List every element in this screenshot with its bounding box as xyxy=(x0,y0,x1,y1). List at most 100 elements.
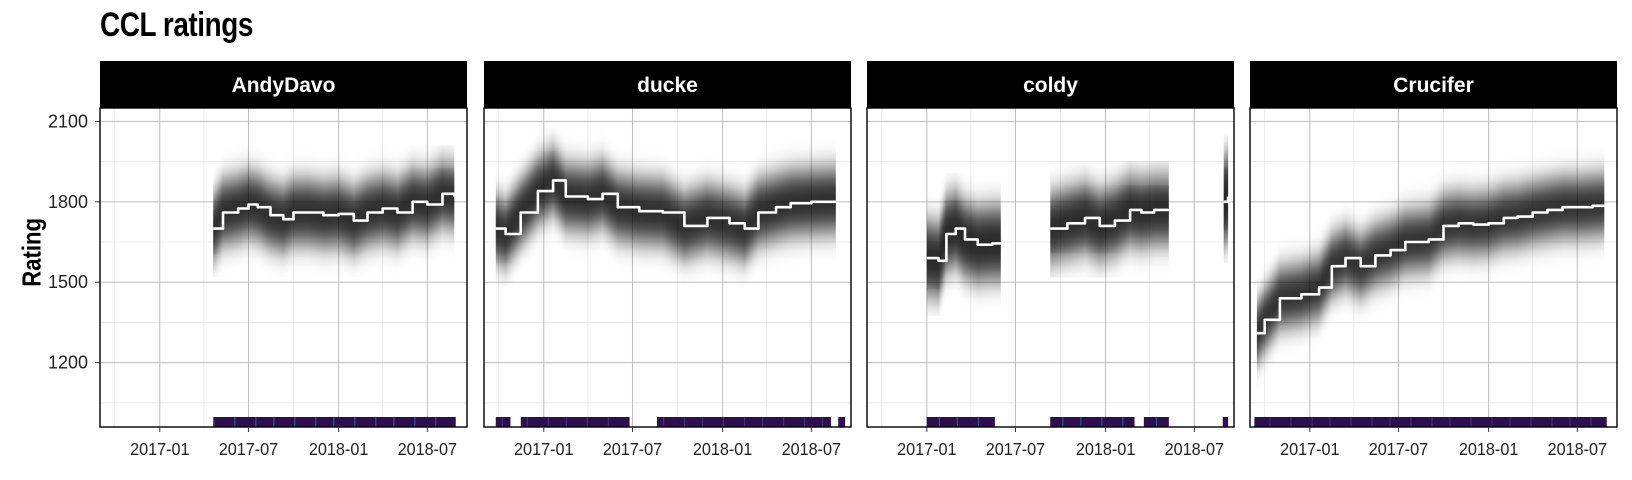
rating-uncertainty-core xyxy=(1050,195,1169,244)
game-rug xyxy=(495,417,511,427)
game-rug-tick xyxy=(1350,417,1352,427)
game-rug xyxy=(656,417,831,427)
game-rug-tick xyxy=(1101,417,1103,427)
game-rug-tick xyxy=(1491,417,1493,427)
game-rug-tick xyxy=(1410,417,1412,427)
game-rug-tick xyxy=(435,417,437,427)
game-rug-tick xyxy=(607,417,609,427)
game-rug-tick xyxy=(501,417,503,427)
game-rug-tick xyxy=(683,417,686,427)
rating-line-1 xyxy=(926,227,1001,263)
game-rug-tick xyxy=(1311,417,1313,427)
x-tick-label: 2017-01 xyxy=(1280,439,1339,459)
game-rug-tick xyxy=(1080,417,1082,427)
x-tick-label: 2017-01 xyxy=(897,439,956,459)
game-rug-tick xyxy=(782,417,785,427)
x-tick-label: 2018-07 xyxy=(1165,439,1224,459)
x-tick-label: 2017-01 xyxy=(514,439,573,459)
rating-line-1 xyxy=(1256,204,1606,335)
game-rug-tick xyxy=(1509,417,1511,427)
game-rug-tick xyxy=(354,417,356,427)
panel-background xyxy=(484,108,851,427)
game-rug-tick xyxy=(526,417,528,427)
game-rug xyxy=(926,417,995,427)
game-rug-tick xyxy=(213,417,215,427)
x-tick-label: 2018-01 xyxy=(1076,439,1135,459)
facet-panel-coldy: coldy 2017-01 2017-07 2018-01 2018-07 xyxy=(866,61,1235,459)
x-tick-label: 2018-01 xyxy=(1459,439,1518,459)
x-tick-label: 2017-07 xyxy=(986,439,1045,459)
y-tick-label: 1500 xyxy=(48,272,88,292)
game-rug-tick xyxy=(1449,417,1451,427)
x-tick-label: 2018-07 xyxy=(1548,439,1607,459)
chart-title: CCL ratings xyxy=(100,6,253,44)
rating-uncertainty-core xyxy=(213,180,455,242)
game-rug-tick xyxy=(294,417,296,427)
x-tick-label: 2017-07 xyxy=(219,439,278,459)
game-rug-tick xyxy=(1569,417,1571,427)
x-tick-label: 2018-07 xyxy=(782,439,841,459)
facet-strip xyxy=(1250,61,1617,108)
facet-strip xyxy=(484,61,851,108)
game-rug-tick xyxy=(333,417,335,427)
panel-background xyxy=(100,108,467,427)
panel-background xyxy=(867,108,1234,427)
game-rug-tick xyxy=(1470,417,1472,427)
game-rug-tick xyxy=(1269,417,1271,427)
facet-panel-andydavo: AndyDavo 2017-01 2017-07 2018-01 2018-07 xyxy=(99,61,468,459)
game-rug xyxy=(520,417,630,427)
rating-uncertainty-core xyxy=(1223,177,1229,222)
game-rug-tick xyxy=(1530,417,1532,427)
facet-strip-label: Crucifer xyxy=(1393,74,1474,97)
panel-border xyxy=(99,107,468,428)
game-rug-tick xyxy=(761,417,764,427)
game-rug-tick xyxy=(234,417,236,427)
panel-border xyxy=(483,107,852,428)
y-tick-label: 2100 xyxy=(48,111,88,131)
game-rug-tick xyxy=(375,417,377,427)
x-tick-label: 2018-01 xyxy=(309,439,368,459)
game-rug-tick xyxy=(743,417,746,427)
game-rug-tick xyxy=(273,417,275,427)
facet-panel-crucifer: Crucifer 2017-01 2017-07 2018-01 2018-07 xyxy=(1249,61,1618,459)
game-rug-tick xyxy=(1389,417,1391,427)
game-rug-tick xyxy=(1371,417,1373,427)
game-rug-tick xyxy=(565,417,567,427)
game-rug xyxy=(1254,417,1607,427)
game-rug-tick xyxy=(1551,417,1553,427)
game-rug-tick xyxy=(586,417,588,427)
rating-uncertainty-core xyxy=(495,167,836,248)
game-rug-tick xyxy=(803,417,806,427)
panel-border xyxy=(866,107,1235,428)
facet-strip xyxy=(100,61,467,108)
game-rug-tick xyxy=(722,417,725,427)
x-tick-label: 2018-01 xyxy=(693,439,752,459)
game-rug-tick xyxy=(547,417,549,427)
y-tick-label: 1200 xyxy=(48,353,88,373)
game-rug xyxy=(1222,417,1229,427)
game-rug xyxy=(1050,417,1135,427)
rating-line-3 xyxy=(1223,196,1230,204)
facet-strip-label: coldy xyxy=(1023,74,1078,97)
facet-panel-ducke: ducke 2017-01 2017-07 2018-01 2018-07 xyxy=(483,61,852,459)
game-rug-tick xyxy=(662,417,665,427)
game-rug-tick xyxy=(1431,417,1433,427)
game-rug-tick xyxy=(255,417,257,427)
game-rug-tick xyxy=(315,417,317,427)
game-rug-tick xyxy=(977,417,979,427)
game-rug-tick xyxy=(938,417,940,427)
x-tick-label: 2017-01 xyxy=(130,439,189,459)
game-rug-tick xyxy=(956,417,958,427)
game-rug xyxy=(838,417,846,427)
rating-line-1 xyxy=(495,179,838,236)
facet-strip xyxy=(867,61,1234,108)
rating-line-1 xyxy=(213,192,456,230)
game-rug-tick xyxy=(1290,417,1292,427)
game-rug-tick xyxy=(414,417,416,427)
facet-strip-label: ducke xyxy=(637,74,698,97)
x-tick-label: 2017-07 xyxy=(1369,439,1428,459)
game-rug-tick xyxy=(1155,417,1158,427)
game-rug-tick xyxy=(1062,417,1064,427)
game-rug-tick xyxy=(393,417,395,427)
